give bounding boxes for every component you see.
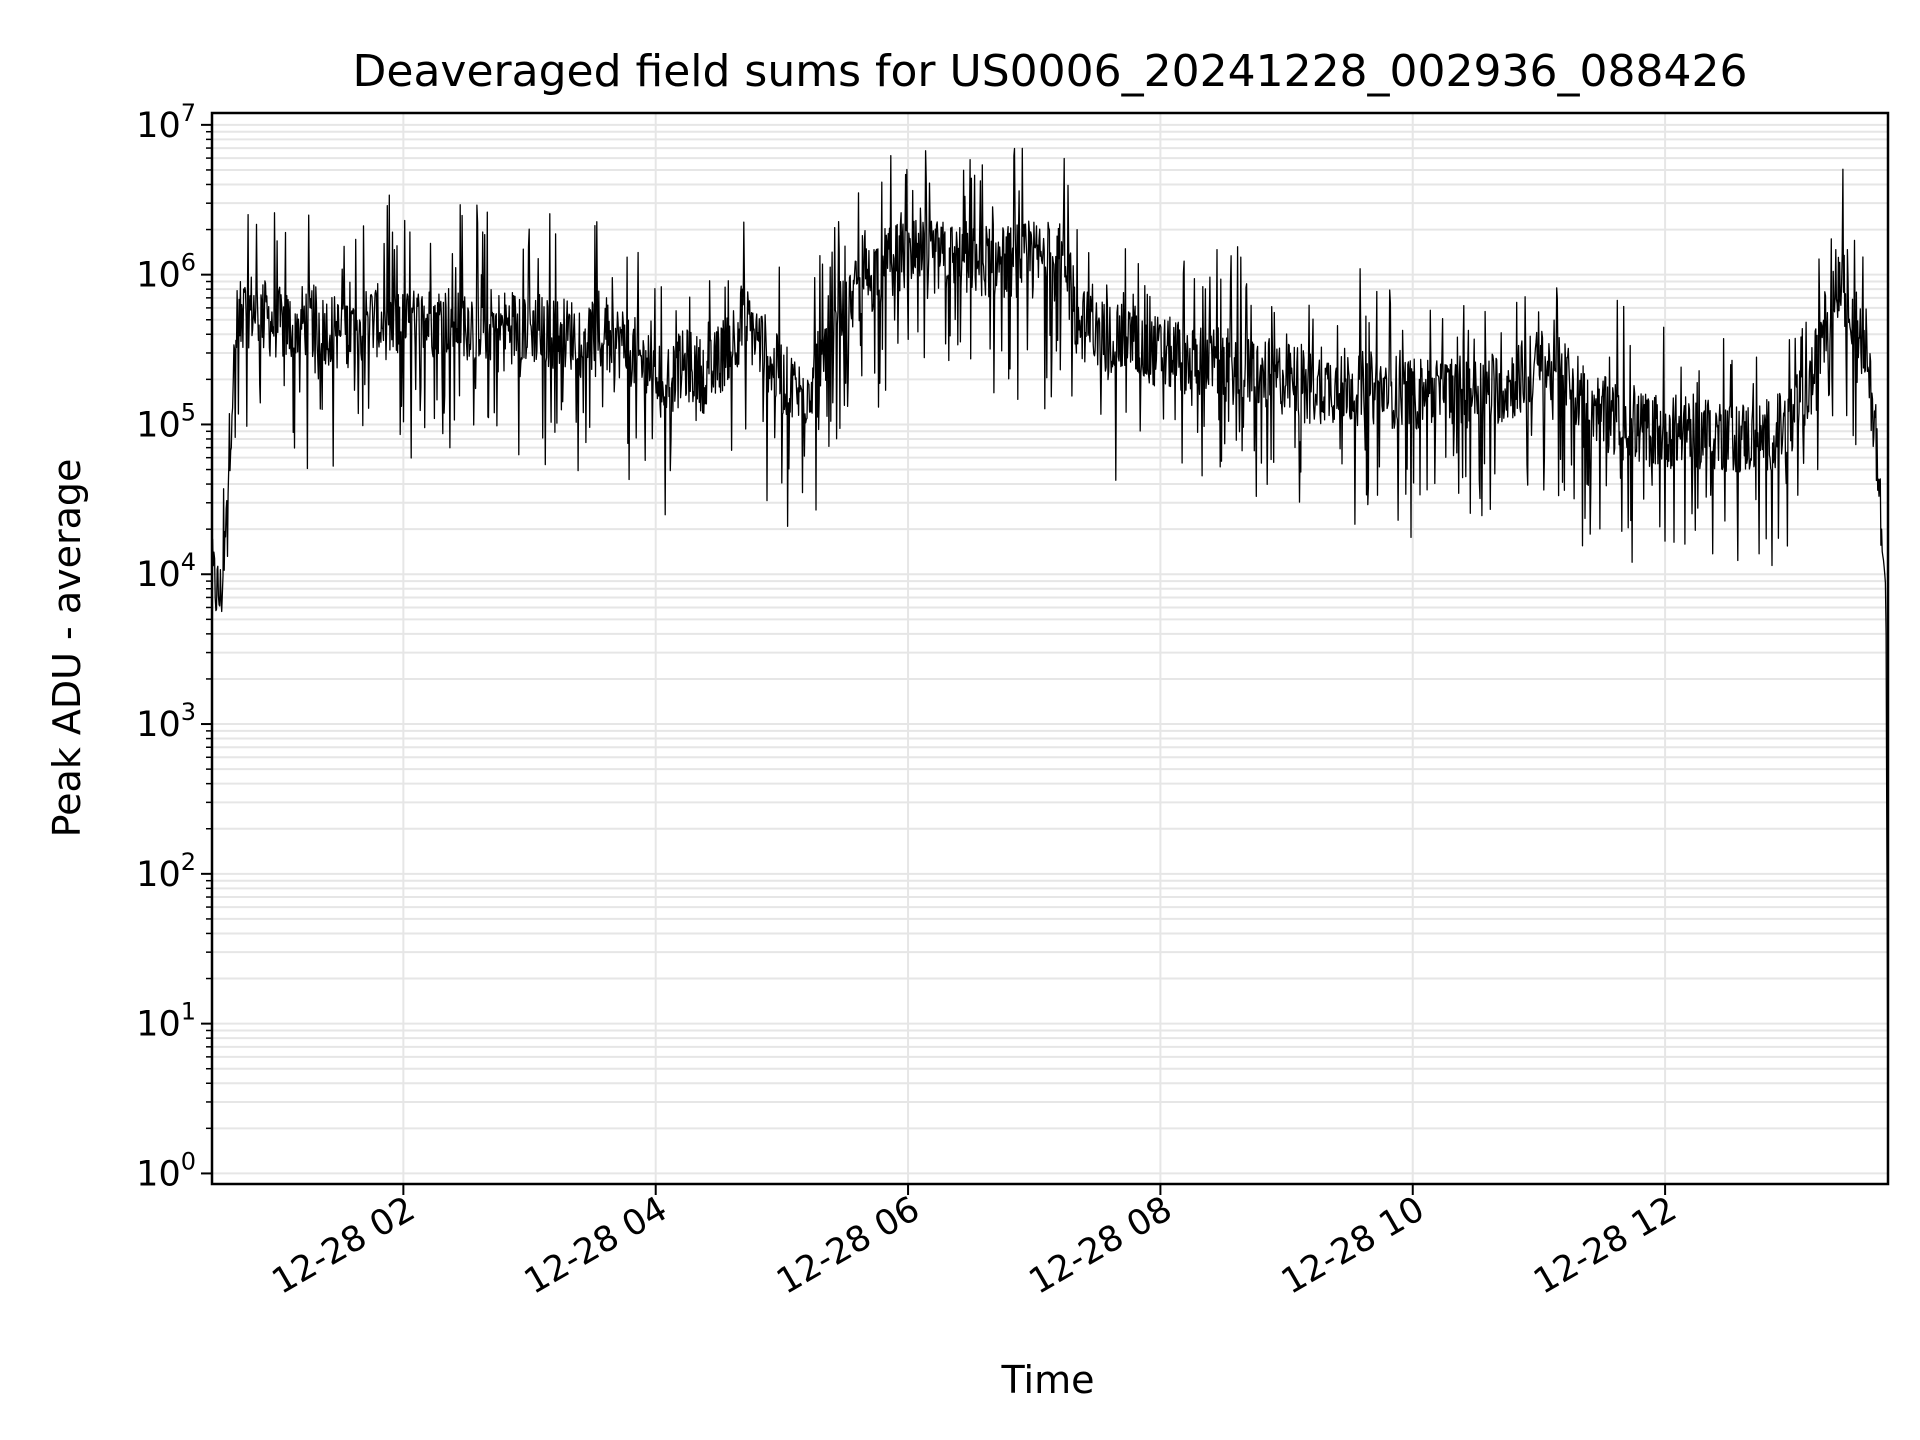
chart-title: Deaveraged field sums for US0006_2024122… <box>353 46 1748 97</box>
grid-layer <box>212 113 1888 1184</box>
y-tick-label: 105 <box>136 398 196 445</box>
y-tick-label: 104 <box>136 548 196 595</box>
x-axis-label: Time <box>1001 1358 1095 1402</box>
y-tick-label: 102 <box>136 848 196 895</box>
y-tick-label: 106 <box>136 249 196 296</box>
series-line <box>211 147 1889 1148</box>
y-axis-label: Peak ADU - average <box>45 459 89 838</box>
plot-frame <box>210 111 1890 1186</box>
y-tick-label: 107 <box>136 99 196 146</box>
series-layer <box>211 147 1889 1148</box>
y-tick-label: 103 <box>136 698 196 745</box>
y-tick-label: 100 <box>136 1147 196 1194</box>
y-tick-label: 101 <box>136 998 196 1045</box>
